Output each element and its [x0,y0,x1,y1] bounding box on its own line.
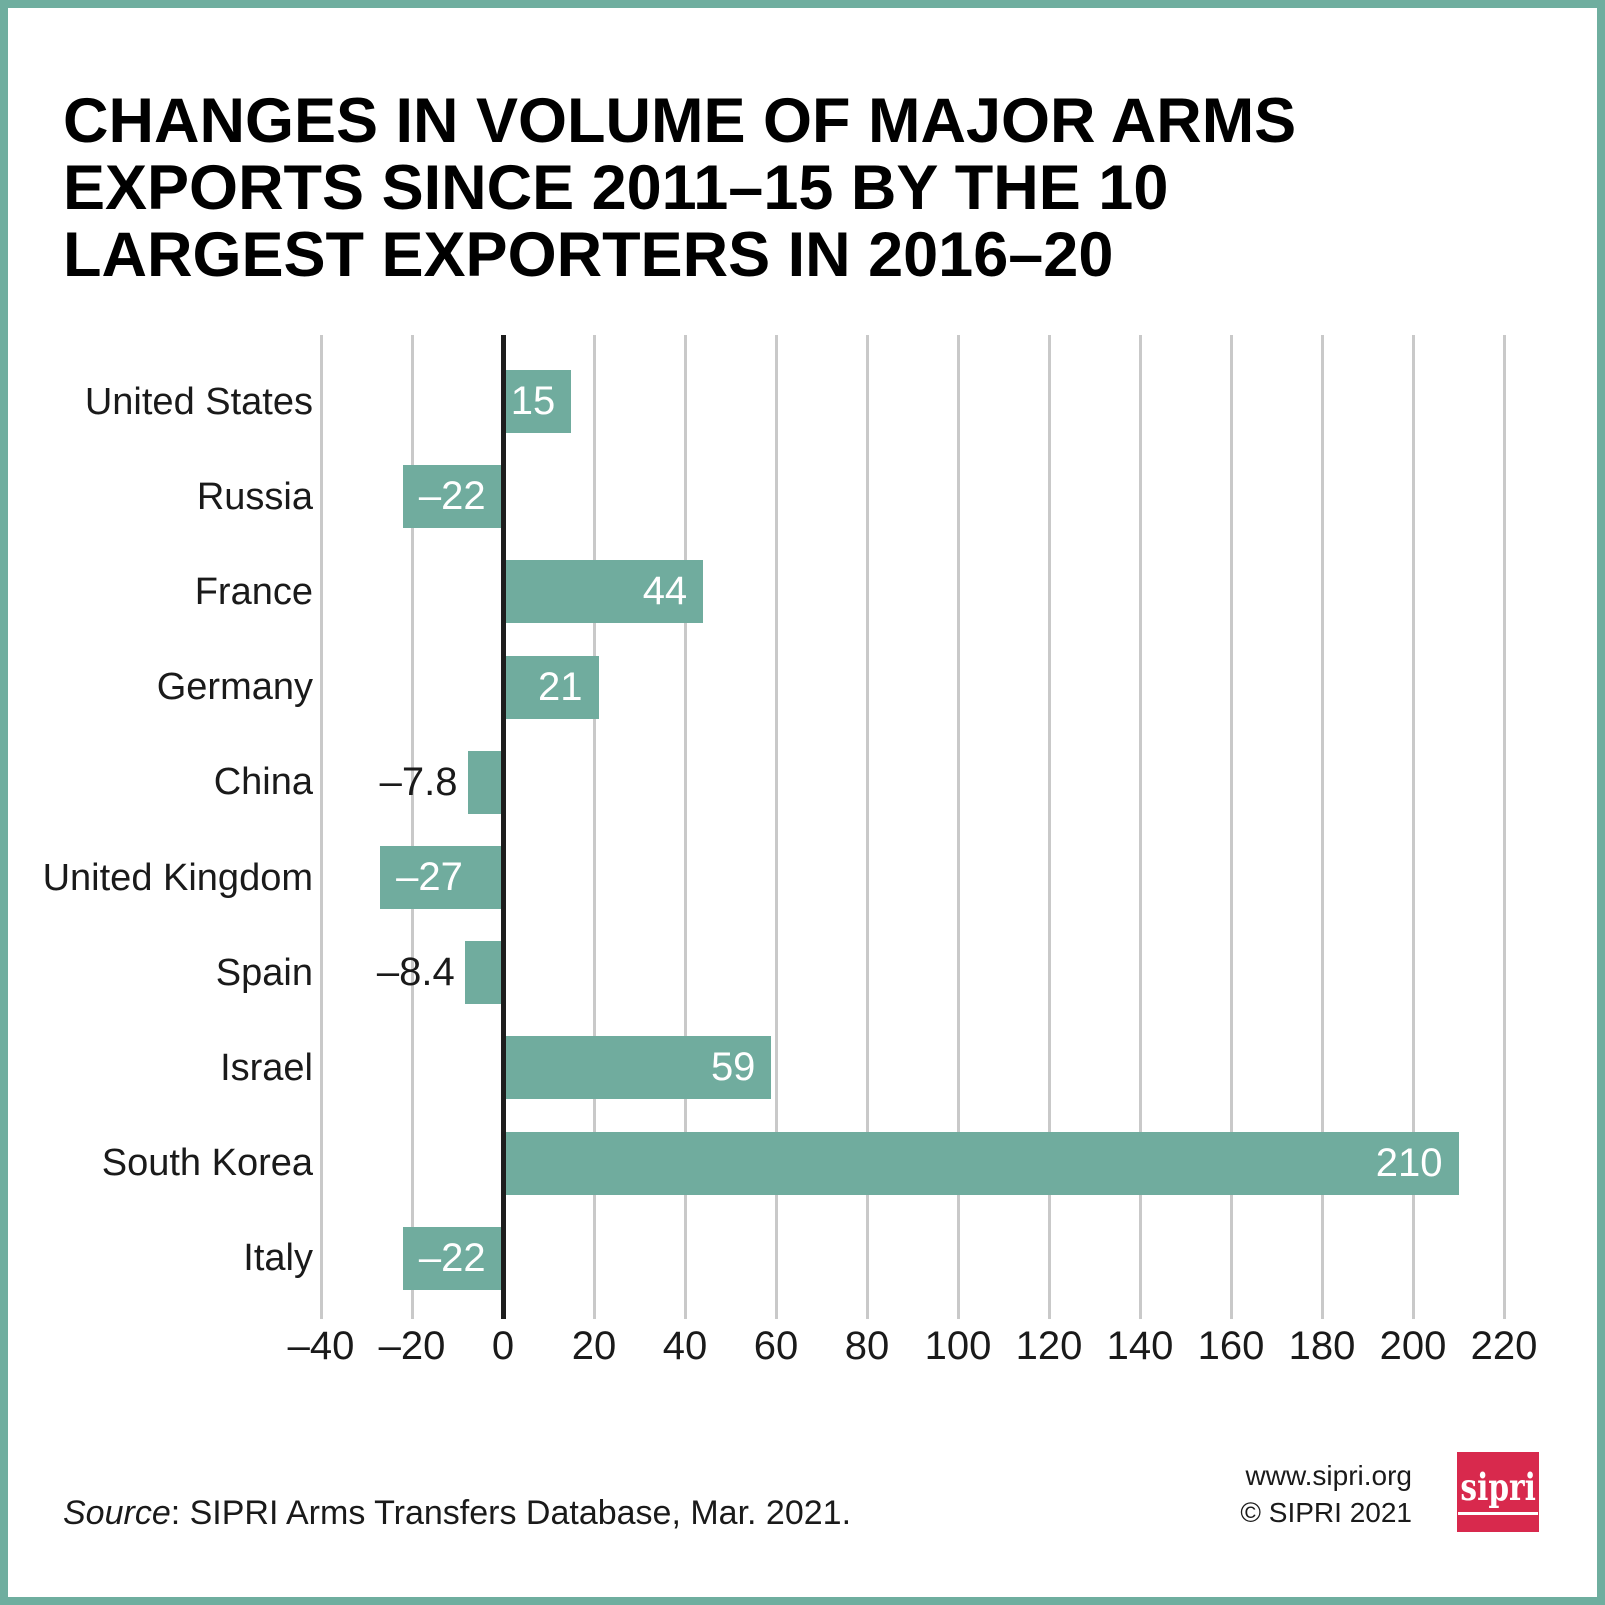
value-label: –22 [418,474,486,519]
value-label: –22 [418,1235,486,1280]
category-label: United States [84,380,313,423]
gridline [956,335,960,1319]
bar [503,560,704,624]
bar [503,1131,1459,1195]
category-label: United Kingdom [42,856,313,899]
source-text: : SIPRI Arms Transfers Database, Mar. 20… [170,1494,852,1532]
axis-tick-label: 80 [844,1324,890,1368]
source-label: Source [63,1494,171,1532]
bar [503,655,599,719]
category-label: Italy [243,1237,313,1280]
gridline [410,335,414,1319]
value-label: 21 [538,664,583,709]
gridline [592,335,596,1319]
gridline [683,335,687,1319]
axis-tick-label: 220 [1470,1324,1538,1368]
sipri-logo: sipri [1457,1452,1539,1532]
bar [503,1036,772,1100]
footer-credits: www.sipri.org © SIPRI 2021 [1240,1457,1412,1531]
value-label: –8.4 [376,950,455,995]
gridline [1320,335,1324,1319]
category-label: Russia [196,475,313,518]
value-label: 44 [642,569,688,614]
axis-tick-label: 160 [1197,1324,1265,1368]
sipri-logo-text: sipri [1457,1469,1539,1515]
value-label: –27 [396,855,463,899]
axis-tick-label: –20 [378,1324,446,1368]
axis-tick-label: 20 [571,1324,617,1368]
bar [464,941,503,1005]
axis-tick-label: 140 [1106,1324,1174,1368]
category-label: South Korea [101,1142,313,1185]
axis-tick-label: 0 [491,1324,515,1368]
gridline [865,335,869,1319]
category-label: China [213,761,313,804]
category-label: Israel [220,1046,313,1089]
bar [467,750,503,814]
category-label: Spain [215,951,313,994]
zero-axis-line [500,335,506,1319]
value-label: 15 [510,379,556,423]
axis-tick-label: –40 [287,1324,355,1368]
axis-tick-label: 180 [1288,1324,1356,1368]
gridline [1138,335,1142,1319]
category-label: France [194,570,313,613]
value-label: 59 [710,1045,756,1090]
chart-title: CHANGES IN VOLUME OF MAJOR ARMS EXPORTS … [63,86,1297,291]
axis-tick-label: 100 [924,1324,992,1368]
gridline [1229,335,1233,1319]
value-label: –7.8 [379,759,458,804]
gridline [1502,335,1506,1319]
bar [380,846,503,909]
gridline [1411,335,1415,1319]
website-url: www.sipri.org [1245,1460,1412,1491]
bar [402,465,503,529]
category-label: Germany [156,666,313,709]
bar [503,370,572,433]
value-label: 210 [1375,1140,1443,1185]
axis-tick-label: 200 [1379,1324,1447,1368]
source-note: Source: SIPRI Arms Transfers Database, M… [63,1494,851,1533]
axis-tick-label: 40 [662,1324,708,1368]
axis-tick-label: 120 [1015,1324,1083,1368]
copyright-text: © SIPRI 2021 [1240,1497,1412,1528]
bar [402,1226,503,1290]
gridline [1047,335,1051,1319]
gridline [319,335,323,1319]
axis-tick-label: 60 [753,1324,799,1368]
gridline [774,335,778,1319]
